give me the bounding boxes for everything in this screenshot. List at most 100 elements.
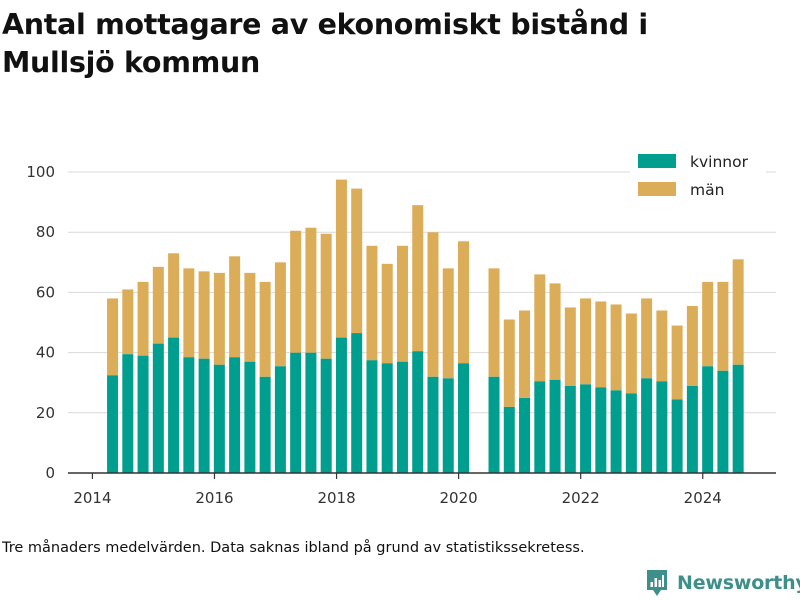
- bar-man[interactable]: [671, 325, 683, 400]
- bar-kvinnor[interactable]: [534, 381, 546, 473]
- y-tick-label: 100: [26, 163, 55, 181]
- legend: kvinnor män: [630, 145, 766, 205]
- x-tick-label: 2018: [317, 489, 355, 507]
- bar-kvinnor[interactable]: [396, 361, 408, 473]
- bar-kvinnor[interactable]: [107, 375, 119, 473]
- x-tick-label: 2024: [684, 489, 722, 507]
- bar-man[interactable]: [488, 268, 500, 377]
- bar-man[interactable]: [534, 274, 546, 382]
- y-tick-label: 0: [45, 464, 55, 482]
- bar-man[interactable]: [656, 310, 668, 382]
- bar-man[interactable]: [442, 268, 454, 379]
- bar-man[interactable]: [610, 304, 622, 391]
- bar-kvinnor[interactable]: [625, 393, 637, 473]
- bar-kvinnor[interactable]: [198, 358, 210, 473]
- bar-kvinnor[interactable]: [335, 337, 347, 473]
- bar-man[interactable]: [213, 272, 225, 365]
- bar-kvinnor[interactable]: [351, 333, 363, 473]
- bar-man[interactable]: [595, 301, 607, 388]
- bar-man[interactable]: [168, 253, 180, 338]
- bar-man[interactable]: [381, 263, 393, 364]
- x-tick-label: 2014: [73, 489, 111, 507]
- bar-kvinnor[interactable]: [564, 385, 576, 473]
- bar-kvinnor[interactable]: [641, 378, 653, 473]
- bar-man[interactable]: [198, 271, 210, 359]
- bar-kvinnor[interactable]: [717, 370, 729, 473]
- bar-man[interactable]: [412, 205, 424, 352]
- bar-man[interactable]: [183, 268, 195, 358]
- legend-swatch-man: [638, 182, 676, 196]
- legend-swatch-kvinnor: [638, 154, 676, 168]
- bar-kvinnor[interactable]: [412, 351, 424, 473]
- bar-kvinnor[interactable]: [259, 376, 271, 473]
- bar-man[interactable]: [396, 245, 408, 362]
- bar-man[interactable]: [503, 319, 515, 407]
- bar-kvinnor[interactable]: [686, 385, 698, 473]
- bar-man[interactable]: [580, 298, 592, 385]
- bar-man[interactable]: [519, 310, 531, 398]
- axes: 0 20 40 60 80 100 2014 2016 2018 2020 2022 2024: [26, 163, 776, 507]
- bar-man[interactable]: [641, 298, 653, 379]
- bar-kvinnor[interactable]: [137, 355, 149, 473]
- x-tick-label: 2016: [195, 489, 233, 507]
- chart-caption: Tre månaders medelvärden. Data saknas ib…: [2, 540, 585, 556]
- bar-kvinnor[interactable]: [702, 366, 714, 473]
- bar-kvinnor[interactable]: [610, 390, 622, 473]
- bar-man[interactable]: [137, 281, 149, 356]
- bar-kvinnor[interactable]: [458, 363, 470, 473]
- bar-kvinnor[interactable]: [366, 360, 378, 473]
- chart-title: Antal mottagare av ekonomiskt bistånd i …: [2, 8, 648, 79]
- bar-kvinnor[interactable]: [732, 364, 744, 473]
- bar-kvinnor[interactable]: [519, 397, 531, 473]
- bar-kvinnor[interactable]: [213, 364, 225, 473]
- brand-logo[interactable]: Newsworthy: [645, 568, 800, 598]
- bar-kvinnor[interactable]: [244, 361, 256, 473]
- bar-kvinnor[interactable]: [549, 379, 561, 473]
- bar-kvinnor[interactable]: [671, 399, 683, 473]
- bar-kvinnor[interactable]: [183, 357, 195, 473]
- bar-man[interactable]: [549, 283, 561, 380]
- bar-man[interactable]: [351, 188, 363, 334]
- bar-man[interactable]: [427, 232, 439, 377]
- x-tick-label: 2020: [440, 489, 478, 507]
- bar-man[interactable]: [335, 179, 347, 338]
- bar-kvinnor[interactable]: [320, 358, 332, 473]
- bar-kvinnor[interactable]: [595, 387, 607, 473]
- legend-label-kvinnor: kvinnor: [690, 153, 749, 171]
- bar-man[interactable]: [107, 298, 119, 376]
- bar-man[interactable]: [625, 313, 637, 394]
- bar-man[interactable]: [290, 230, 302, 353]
- brand-name: Newsworthy: [677, 572, 800, 594]
- bar-man[interactable]: [366, 245, 378, 361]
- bar-man[interactable]: [305, 227, 317, 353]
- bar-kvinnor[interactable]: [229, 357, 241, 473]
- bar-man[interactable]: [686, 305, 698, 386]
- bar-man[interactable]: [244, 272, 256, 362]
- bar-kvinnor[interactable]: [656, 381, 668, 473]
- bar-man[interactable]: [702, 281, 714, 367]
- legend-label-man: män: [690, 181, 724, 199]
- bar-kvinnor[interactable]: [152, 343, 164, 473]
- bar-man[interactable]: [320, 233, 332, 359]
- bar-kvinnor[interactable]: [427, 376, 439, 473]
- bar-kvinnor[interactable]: [168, 337, 180, 473]
- bar-man[interactable]: [152, 266, 164, 344]
- bar-kvinnor[interactable]: [442, 378, 454, 473]
- bar-man[interactable]: [717, 281, 729, 371]
- bar-kvinnor[interactable]: [381, 363, 393, 473]
- bar-kvinnor[interactable]: [274, 366, 286, 473]
- y-tick-label: 40: [36, 344, 55, 362]
- bar-man[interactable]: [732, 259, 744, 365]
- bar-kvinnor[interactable]: [503, 406, 515, 473]
- bar-kvinnor[interactable]: [488, 376, 500, 473]
- bar-man[interactable]: [564, 307, 576, 386]
- bar-man[interactable]: [458, 241, 470, 364]
- bar-kvinnor[interactable]: [580, 384, 592, 473]
- bar-kvinnor[interactable]: [290, 352, 302, 473]
- bar-man[interactable]: [229, 256, 241, 358]
- bar-man[interactable]: [259, 281, 271, 377]
- bar-kvinnor[interactable]: [305, 352, 317, 473]
- bar-man[interactable]: [122, 289, 134, 355]
- bar-kvinnor[interactable]: [122, 354, 134, 473]
- bar-man[interactable]: [274, 262, 286, 367]
